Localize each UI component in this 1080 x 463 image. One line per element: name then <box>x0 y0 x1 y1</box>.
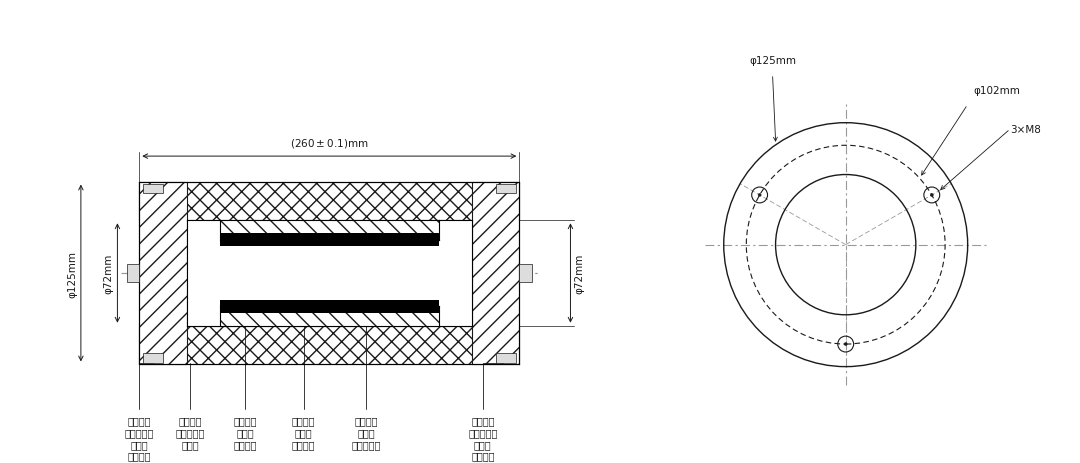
Circle shape <box>845 343 847 346</box>
Text: φ72mm: φ72mm <box>104 253 113 294</box>
Bar <box>496 354 515 363</box>
Text: $(260\pm0.1)$mm: $(260\pm0.1)$mm <box>291 137 368 150</box>
Bar <box>139 182 187 364</box>
Circle shape <box>930 194 933 197</box>
Text: 3×M8: 3×M8 <box>1011 125 1041 134</box>
Bar <box>472 182 519 364</box>
Circle shape <box>758 194 761 197</box>
Bar <box>187 221 472 326</box>
Text: 快速中间
接头与快速
插头的
安装端面: 快速中间 接头与快速 插头的 安装端面 <box>468 416 498 460</box>
Text: φ45mm: φ45mm <box>337 253 347 294</box>
Bar <box>219 221 438 241</box>
Text: φ102mm: φ102mm <box>974 86 1021 96</box>
Text: φ125mm: φ125mm <box>750 56 796 66</box>
Text: 快速中间
接头与快速
插头的
安装端面: 快速中间 接头与快速 插头的 安装端面 <box>124 416 154 460</box>
Text: φ125mm: φ125mm <box>67 250 78 297</box>
Text: 快速中间
接头的金属
接地体: 快速中间 接头的金属 接地体 <box>176 416 205 449</box>
Bar <box>143 184 163 193</box>
Bar <box>219 241 438 306</box>
Bar <box>519 264 532 282</box>
Bar <box>126 264 139 282</box>
Bar <box>219 301 438 313</box>
Bar <box>143 354 163 363</box>
Text: φ72mm: φ72mm <box>575 253 584 294</box>
Bar <box>139 326 519 364</box>
Bar <box>219 233 438 246</box>
Bar <box>496 184 515 193</box>
Bar <box>219 306 438 326</box>
Text: 快速中间
接头的
导电铜管: 快速中间 接头的 导电铜管 <box>233 416 257 449</box>
Text: 快速中间
接头的
绝缘橡胶件: 快速中间 接头的 绝缘橡胶件 <box>351 416 380 449</box>
Bar <box>139 182 519 221</box>
Text: 快速中间
接头的
内屏蔽层: 快速中间 接头的 内屏蔽层 <box>292 416 315 449</box>
